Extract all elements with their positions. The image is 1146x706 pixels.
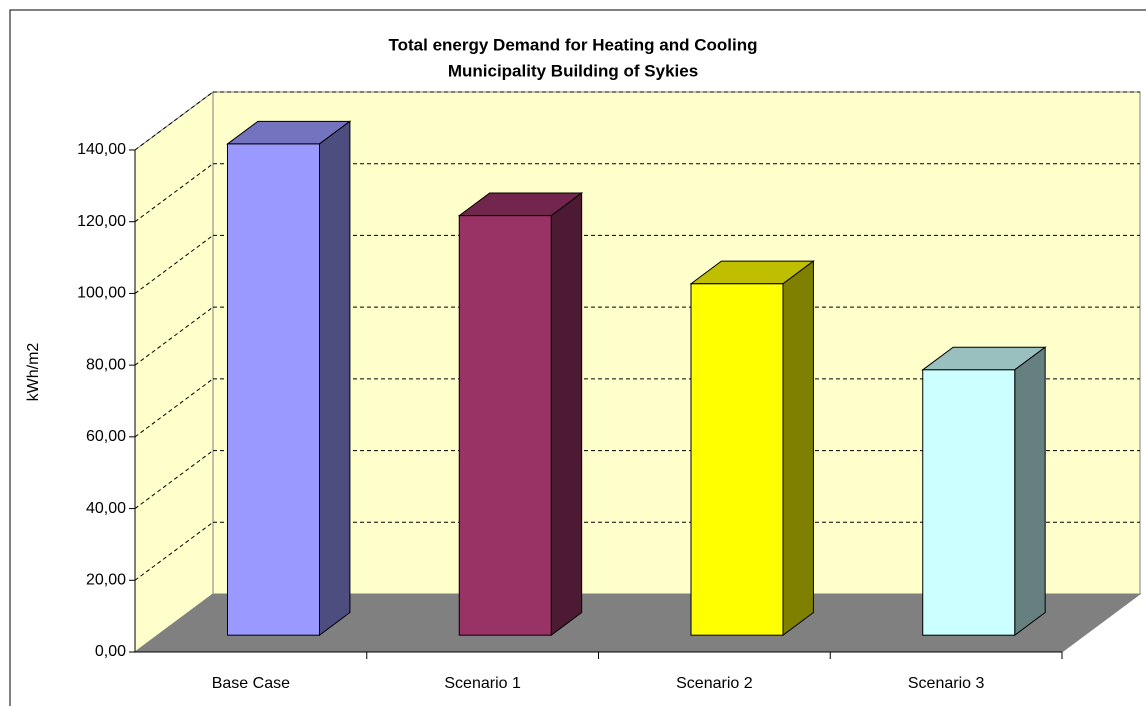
x-tick-label: Scenario 2 <box>676 675 753 692</box>
bar <box>690 283 784 636</box>
grid-line <box>134 306 214 366</box>
chart-border <box>9 9 1146 706</box>
grid-line <box>134 163 214 223</box>
y-tick-label: 60,00 <box>86 428 126 445</box>
chart-subtitle: Municipality Building of Sykies <box>448 61 698 80</box>
bar-side <box>782 260 814 637</box>
chart-title: Total energy Demand for Heating and Cool… <box>389 35 758 54</box>
bar-side <box>318 120 351 637</box>
y-tick-label: 100,00 <box>77 285 126 302</box>
bar-side <box>550 192 583 637</box>
grid-line <box>134 235 214 294</box>
y-tick-label: 0,00 <box>95 643 126 660</box>
y-tick-label: 140,00 <box>77 141 126 158</box>
left-wall <box>134 91 214 653</box>
grid-line <box>134 378 214 438</box>
y-tick-label: 80,00 <box>86 356 126 373</box>
y-tick-label: 40,00 <box>86 500 126 517</box>
grid-line <box>134 450 214 509</box>
x-tick-label: Scenario 3 <box>908 675 985 692</box>
y-axis-label: kWh/m2 <box>25 343 42 402</box>
x-tick-label: Scenario 1 <box>444 675 521 692</box>
bar-side <box>1014 346 1046 637</box>
grid-line <box>134 521 214 581</box>
bar <box>226 143 320 636</box>
bar <box>922 369 1016 636</box>
y-tick-label: 20,00 <box>86 572 126 589</box>
grid-line <box>134 91 214 151</box>
bar <box>458 215 552 636</box>
y-tick-label: 120,00 <box>77 213 126 230</box>
x-tick-label: Base Case <box>212 675 290 692</box>
